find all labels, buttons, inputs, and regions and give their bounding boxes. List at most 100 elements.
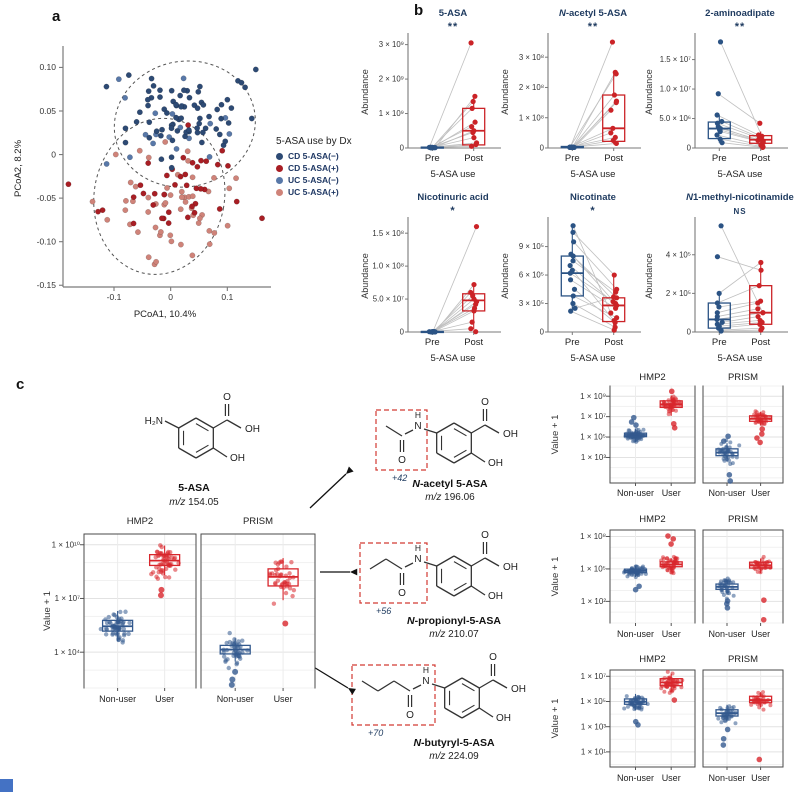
- pcoa-point: [199, 129, 206, 136]
- pair-line: [433, 298, 475, 332]
- axis-tick-label: 1 × 10²: [581, 597, 606, 606]
- pcoa-point: [206, 227, 213, 234]
- data-point: [571, 286, 578, 292]
- jitter-point: [768, 703, 773, 708]
- jitter-point: [719, 720, 724, 725]
- pcoa-point: [216, 131, 223, 138]
- pcoa-point: [95, 208, 101, 215]
- pcoa-point: [219, 147, 226, 154]
- jitter-point: [753, 409, 758, 414]
- jitter-point: [637, 704, 642, 709]
- xcat-post: Post: [604, 337, 623, 348]
- pcoa-xtick: 0.1: [221, 292, 233, 302]
- jitter-point: [665, 568, 670, 573]
- pcoa-point: [122, 197, 129, 204]
- abundance-axis-label: Abundance: [644, 69, 654, 115]
- outlier-point: [759, 431, 765, 437]
- jitter-point: [631, 439, 636, 444]
- jitter-point: [123, 609, 128, 614]
- pair-line: [717, 256, 762, 271]
- pcoa-point: [168, 238, 175, 245]
- pcoa-point: [157, 229, 164, 235]
- pcoa-point: [168, 164, 175, 171]
- xcat-label: Non-user: [708, 488, 745, 498]
- jitter-point: [284, 564, 289, 569]
- data-point: [570, 229, 576, 235]
- value-axis-label: Value + 1: [550, 699, 561, 739]
- data-point: [468, 40, 474, 46]
- abundance-axis-label: Abundance: [500, 253, 510, 299]
- data-point: [613, 71, 619, 77]
- jitter-point: [639, 707, 644, 712]
- data-point: [468, 326, 474, 332]
- axis-tick-label: 0: [400, 144, 405, 153]
- pcoa-point: [65, 181, 72, 188]
- atom-h: H: [415, 410, 421, 420]
- pcoa-point: [189, 159, 196, 166]
- axis-tick-label: 1 × 10⁸: [580, 532, 606, 541]
- pair-line: [722, 142, 763, 148]
- legend-dot-icon: [276, 188, 283, 196]
- jitter-point: [291, 587, 297, 593]
- pcoa-point: [191, 209, 198, 216]
- pcoa-point: [169, 110, 176, 117]
- jitter-point: [118, 609, 123, 615]
- pcoa-point: [196, 83, 203, 90]
- axis-tick-label: 1 × 10⁴: [54, 648, 80, 657]
- pcoa-ytick: 0.05: [39, 106, 56, 116]
- atom-oh: OH: [230, 453, 245, 464]
- pcoa-point: [194, 125, 201, 132]
- pcoa-point: [224, 222, 231, 229]
- pair-line: [719, 321, 763, 327]
- pcoa-point: [252, 66, 259, 73]
- data-point: [608, 107, 614, 113]
- data-point: [714, 316, 720, 323]
- pcoa-point: [189, 174, 196, 181]
- pair-line: [572, 94, 615, 148]
- pcoa-point: [162, 199, 169, 206]
- jitter-point: [153, 554, 158, 560]
- pcoa-point: [180, 75, 187, 82]
- jitter-point: [622, 706, 627, 711]
- xcat-label: Non-user: [708, 773, 745, 783]
- axis-tick-label: 1 × 10⁷: [55, 594, 80, 603]
- jitter-point: [287, 586, 293, 591]
- facet-title: HMP2: [639, 372, 665, 383]
- axis-tick-label: 0: [540, 328, 545, 337]
- jitter-point: [103, 632, 109, 637]
- abundance-axis-label: Abundance: [360, 69, 370, 115]
- pcoa-point: [189, 203, 195, 210]
- data-point: [755, 313, 761, 320]
- atom-o: O: [223, 392, 231, 403]
- axis-tick-label: 2 × 10⁵: [666, 289, 691, 298]
- structure-mz: m/z 224.09: [429, 751, 479, 762]
- xaxis-label: 5-ASA use: [571, 169, 616, 180]
- data-point: [469, 124, 475, 130]
- data-point: [613, 140, 619, 147]
- pcoa-point: [178, 194, 185, 201]
- pcoa-point: [180, 87, 187, 94]
- panel-c-label: c: [16, 376, 25, 393]
- data-point: [717, 39, 724, 45]
- outlier-point: [635, 722, 641, 728]
- xaxis-label: 5-ASA use: [718, 169, 763, 180]
- pcoa-point: [157, 87, 163, 94]
- pcoa-point: [158, 156, 165, 163]
- axis-tick-label: 1 × 10⁵: [580, 433, 606, 442]
- data-point: [610, 299, 616, 305]
- significance-label: **: [448, 21, 459, 33]
- pcoa-point: [182, 171, 189, 178]
- pcoa-point: [182, 199, 189, 205]
- pcoa-point: [145, 254, 152, 261]
- pcoa-point: [89, 198, 96, 205]
- jitter-point: [108, 620, 113, 626]
- jitter-point: [727, 716, 732, 721]
- jitter-point: [154, 565, 159, 570]
- data-point: [755, 300, 761, 306]
- jitter-point: [116, 637, 121, 643]
- data-point: [756, 283, 762, 289]
- xaxis-label: 5-ASA use: [571, 353, 616, 364]
- jitter-point: [120, 638, 126, 643]
- axis-tick-label: 1 × 10⁷: [581, 672, 606, 681]
- atom-h2n: H₂N: [145, 416, 163, 427]
